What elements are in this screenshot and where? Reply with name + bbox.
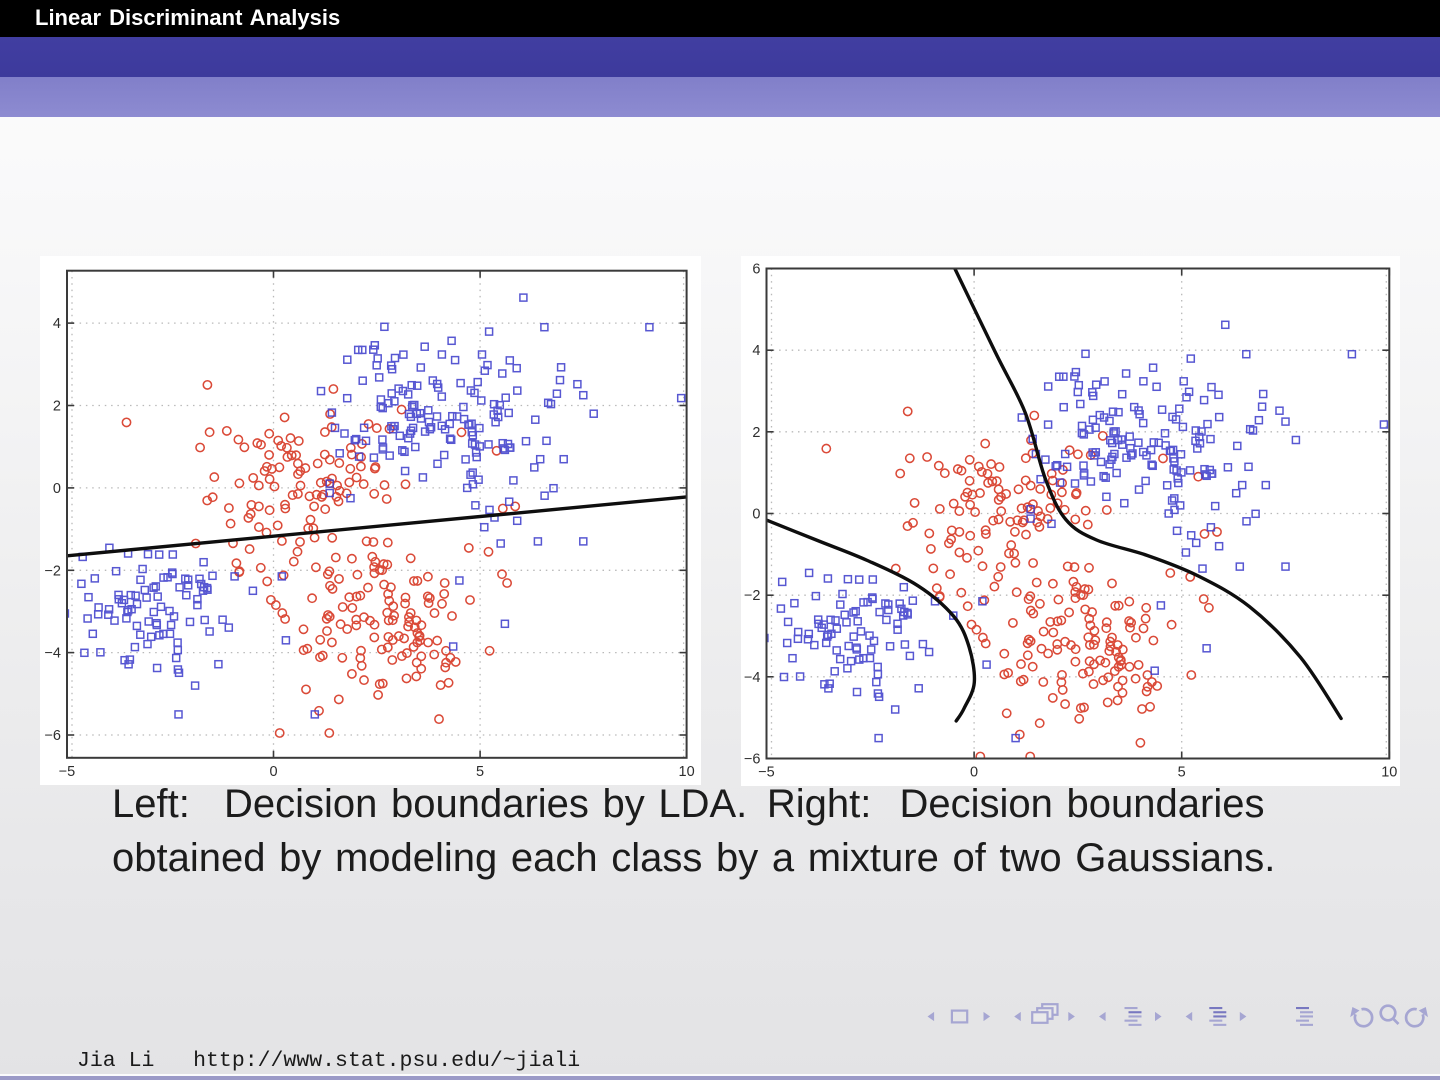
svg-text:6: 6 <box>752 262 760 278</box>
svg-text:5: 5 <box>476 764 484 780</box>
svg-text:−4: −4 <box>44 646 61 662</box>
svg-text:−6: −6 <box>44 728 61 744</box>
svg-text:0: 0 <box>752 507 760 523</box>
svg-text:−2: −2 <box>744 588 761 604</box>
svg-text:10: 10 <box>679 764 695 780</box>
svg-text:−5: −5 <box>59 764 76 780</box>
svg-text:5: 5 <box>1178 765 1186 781</box>
svg-text:−2: −2 <box>44 563 61 579</box>
svg-text:4: 4 <box>53 316 61 332</box>
svg-text:−4: −4 <box>744 670 761 686</box>
svg-text:2: 2 <box>752 425 760 441</box>
svg-text:0: 0 <box>269 764 277 780</box>
svg-text:10: 10 <box>1381 765 1397 781</box>
svg-text:2: 2 <box>53 399 61 415</box>
svg-text:0: 0 <box>53 481 61 497</box>
svg-text:−6: −6 <box>744 752 761 768</box>
svg-text:4: 4 <box>752 343 760 359</box>
svg-text:−5: −5 <box>758 765 775 781</box>
svg-text:0: 0 <box>970 765 978 781</box>
